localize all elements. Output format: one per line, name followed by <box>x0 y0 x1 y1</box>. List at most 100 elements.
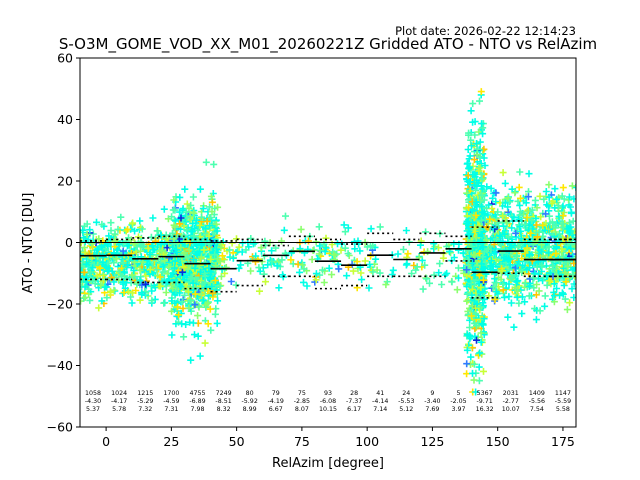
scatter-point <box>343 272 351 280</box>
scatter-point <box>278 256 286 264</box>
scatter-point <box>179 205 187 213</box>
scatter-point <box>366 261 374 268</box>
scatter-point <box>184 265 192 273</box>
scatter-point <box>136 217 144 225</box>
scatter-point <box>149 246 157 254</box>
scatter-point <box>208 208 216 216</box>
bin-stat-label: 24 <box>402 390 410 397</box>
scatter-point <box>369 268 377 276</box>
scatter-point <box>104 267 112 275</box>
scatter-point <box>191 301 199 309</box>
scatter-point <box>194 332 202 340</box>
scatter-point <box>467 107 475 115</box>
scatter-point <box>185 246 193 254</box>
scatter-point <box>160 299 168 307</box>
bin-stat-label: -5.92 <box>242 398 258 405</box>
scatter-point <box>185 269 193 277</box>
bin-stat-label: -4.59 <box>163 398 179 405</box>
scatter-point <box>455 246 462 254</box>
scatter-point <box>443 269 451 277</box>
scatter-point <box>96 264 104 272</box>
scatter-point <box>200 246 208 254</box>
scatter-point <box>217 244 225 252</box>
scatter-point <box>473 336 480 344</box>
scatter-point <box>278 237 285 245</box>
scatter-point <box>148 297 156 305</box>
scatter-point <box>210 275 218 283</box>
bin-stat-label: -6.08 <box>320 398 336 405</box>
bin-stat-label: 1024 <box>111 390 127 397</box>
bin-stat-label: 1058 <box>85 390 101 397</box>
scatter-point <box>303 282 311 290</box>
bin-stat-label: -4.19 <box>268 398 284 405</box>
scatter-point <box>197 232 205 239</box>
bin-stat-label: -4.14 <box>372 398 388 405</box>
bin-stat-label: 8.99 <box>243 406 257 413</box>
scatter-point <box>161 257 169 265</box>
scatter-point <box>196 185 204 193</box>
scatter-point <box>171 264 179 272</box>
bin-stat-label: 9 <box>430 390 434 397</box>
scatter-point <box>372 255 380 263</box>
scatter-point <box>93 218 100 226</box>
scatter-point <box>200 269 208 277</box>
scatter-point <box>430 240 438 248</box>
scatter-point <box>316 242 324 250</box>
bin-stat-label: 8.07 <box>295 406 309 413</box>
scatter-point <box>185 288 192 296</box>
x-tick-label: 75 <box>294 434 310 449</box>
scatter-point <box>214 297 222 305</box>
scatter-point <box>176 289 184 297</box>
scatter-point <box>275 284 283 292</box>
bin-stat-label: 4755 <box>189 390 205 397</box>
scatter-point <box>330 251 338 259</box>
scatter-point <box>300 278 307 286</box>
bin-stat-label: -5.53 <box>398 398 414 405</box>
scatter-point <box>136 296 144 304</box>
bin-stat-label: 1700 <box>163 390 179 397</box>
scatter-point <box>410 262 418 269</box>
scatter-point <box>171 206 179 214</box>
scatter-point <box>463 360 471 368</box>
scatter-point <box>470 376 478 384</box>
scatter-point <box>129 219 137 227</box>
scatter-point <box>135 233 142 241</box>
scatter-point <box>85 285 93 293</box>
scatter-point <box>206 305 214 313</box>
bin-stat-label: -4.17 <box>111 398 127 405</box>
scatter-point <box>202 225 210 233</box>
scatter-point <box>471 118 479 126</box>
scatter-point <box>144 245 152 253</box>
scatter-point <box>157 231 165 239</box>
x-tick-label: 175 <box>551 434 575 449</box>
bin-stat-label: 5.58 <box>556 406 570 413</box>
scatter-point <box>465 129 473 137</box>
bin-stat-label: -5.59 <box>555 398 571 405</box>
scatter-point <box>470 360 478 368</box>
scatter-point <box>160 205 168 213</box>
scatter-point <box>322 234 330 242</box>
scatter-point <box>367 225 375 233</box>
scatter-point <box>402 227 410 234</box>
scatter-point <box>238 248 246 256</box>
bin-stat-label: 79 <box>272 390 280 397</box>
scatter-point <box>187 296 195 304</box>
scatter-point <box>119 247 127 255</box>
scatter-point <box>148 287 156 295</box>
scatter-point <box>436 260 444 268</box>
scatter-point <box>86 268 94 276</box>
bin-stat-label: 93 <box>324 390 332 397</box>
scatter-point <box>211 251 219 259</box>
chart-title: S-O3M_GOME_VOD_XX_M01_20260221Z Gridded … <box>59 35 597 54</box>
scatter-point <box>349 267 357 275</box>
scatter-point <box>264 261 272 269</box>
scatter-point <box>170 221 178 229</box>
scatter-point <box>93 246 101 254</box>
scatter-point <box>210 160 218 168</box>
bin-stat-label: 5 <box>457 390 461 397</box>
scatter-point <box>197 268 204 276</box>
scatter-point <box>146 251 154 258</box>
scatter-point <box>83 220 91 228</box>
scatter-point <box>81 283 89 291</box>
scatter-point <box>226 246 233 254</box>
